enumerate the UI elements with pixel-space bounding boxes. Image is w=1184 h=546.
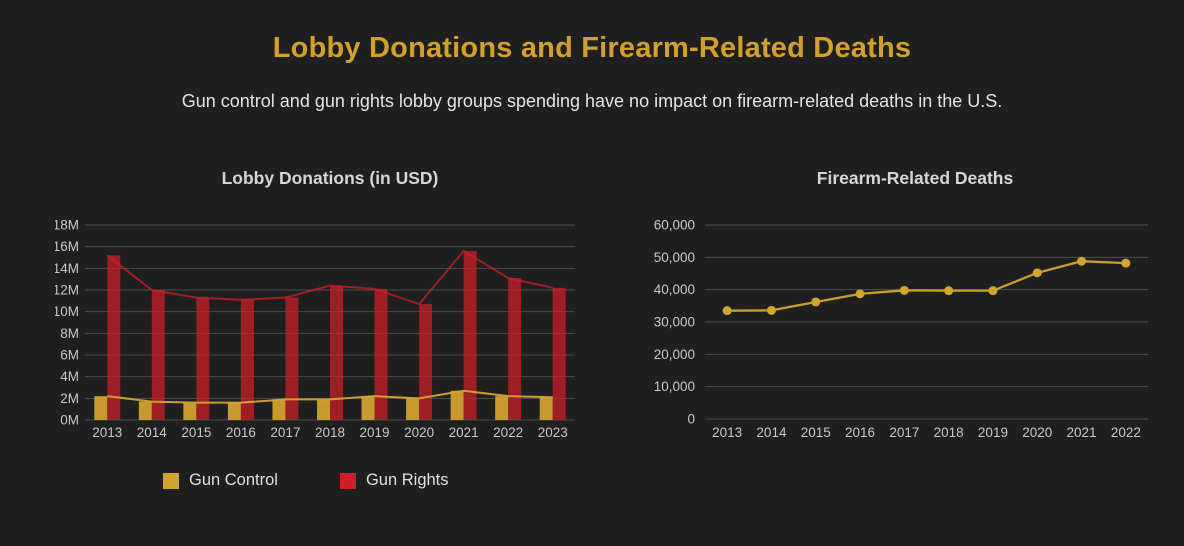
x-tick-label: 2015: [801, 425, 831, 440]
y-tick-label: 60,000: [654, 218, 695, 233]
gun-control-swatch: [163, 472, 179, 489]
gun-rights-bar-2022: [508, 278, 522, 420]
x-tick-label: 2015: [181, 425, 211, 440]
y-tick-label: 10,000: [654, 379, 695, 394]
y-tick-label: 40,000: [654, 282, 695, 297]
y-tick-label: 18M: [55, 218, 79, 233]
x-tick-label: 2018: [934, 425, 964, 440]
page-subtitle: Gun control and gun rights lobby groups …: [181, 91, 1003, 111]
gun-rights-bar-2019: [374, 288, 388, 420]
y-tick-label: 2M: [60, 391, 79, 406]
legend-item-gun-control: Gun Control: [163, 471, 278, 490]
x-tick-label: 2019: [360, 425, 390, 440]
x-tick-label: 2022: [1111, 425, 1141, 440]
x-tick-label: 2018: [315, 425, 345, 440]
y-tick-label: 4M: [60, 369, 79, 384]
gun-rights-trend-line: [106, 249, 553, 306]
deaths-point-2017: [899, 285, 909, 295]
donations-chart-section: Lobby Donations (in USD) 18M 16M 14M 12M 10M…: [55, 168, 585, 490]
y-tick-label: 50,000: [654, 250, 695, 265]
gun-control-bar-2023: [539, 397, 553, 420]
gun-rights-bar-2017: [285, 297, 299, 420]
gun-control-bar-2015: [183, 402, 197, 420]
deaths-point-2013: [722, 306, 732, 316]
deaths-chart-title: Firearm-Related Deaths: [816, 168, 1014, 188]
deaths-point-2020: [1032, 268, 1042, 278]
gun-control-bar-2021: [450, 390, 464, 420]
gun-rights-bar-2020: [419, 304, 433, 420]
y-tick-label: 0M: [60, 413, 79, 428]
y-tick-label: 20,000: [654, 347, 695, 362]
gun-control-bar-2013: [94, 396, 108, 420]
deaths-point-2015: [811, 297, 821, 307]
x-tick-label: 2019: [978, 425, 1008, 440]
y-tick-label: 8M: [60, 326, 79, 341]
gun-control-bar-2014: [138, 401, 152, 420]
deaths-point-2022: [1121, 258, 1131, 268]
gun-rights-bar-2021: [463, 251, 477, 420]
x-tick-label: 2017: [889, 425, 919, 440]
x-tick-label: 2013: [712, 425, 742, 440]
gun-control-trend-line: [107, 389, 553, 404]
deaths-point-2014: [766, 305, 776, 315]
gun-control-bar-2016: [227, 402, 241, 420]
gun-rights-bar-2016: [240, 299, 254, 420]
gun-control-bar-2020: [406, 398, 420, 420]
page-title: Lobby Donations and Firearm-Related Deat…: [272, 32, 912, 64]
y-tick-label: 6M: [60, 348, 79, 363]
y-tick-label: 14M: [55, 261, 79, 276]
x-tick-label: 2023: [538, 425, 568, 440]
donations-bar-chart: 18M 16M 14M 12M 10M 8M 6M 4M 2M 0M 2013 2014 2015 201…: [55, 218, 575, 440]
y-tick-label: 12M: [55, 283, 79, 298]
donations-chart-title: Lobby Donations (in USD): [221, 168, 439, 188]
gun-control-bar-2017: [272, 399, 286, 420]
deaths-line: [727, 260, 1126, 312]
deaths-point-2016: [855, 289, 865, 299]
x-tick-label: 2014: [137, 425, 168, 440]
gun-control-legend-label: Gun Control: [189, 471, 278, 489]
gun-rights-bar-2023: [552, 287, 566, 420]
gun-control-bar-2019: [361, 396, 375, 420]
gun-rights-bar-2018: [330, 285, 343, 420]
deaths-line-chart: 60,000 50,000 40,000 30,000 20,000 10,000 0 201…: [654, 218, 1148, 440]
y-tick-label: 16M: [55, 239, 79, 254]
legend-item-gun-rights: Gun Rights: [339, 471, 449, 490]
x-tick-label: 2020: [404, 425, 434, 440]
gun-rights-bar-2013: [107, 255, 121, 420]
deaths-point-2019: [988, 286, 998, 296]
y-tick-label: 30,000: [654, 315, 695, 330]
gun-rights-legend-label: Gun Rights: [365, 471, 449, 489]
donations-legend: Gun Control Gun Rights: [55, 471, 585, 490]
gun-rights-bar-2015: [196, 297, 210, 420]
x-tick-label: 2021: [449, 425, 479, 440]
x-tick-label: 2021: [1067, 425, 1097, 440]
deaths-point-2018: [944, 286, 954, 296]
x-tick-label: 2016: [226, 425, 256, 440]
x-tick-label: 2017: [270, 425, 300, 440]
gun-rights-bar-2014: [151, 290, 165, 420]
x-tick-label: 2022: [493, 425, 523, 440]
x-tick-label: 2016: [845, 425, 875, 440]
y-tick-label: 10M: [55, 304, 79, 319]
deaths-chart-section: Firearm-Related Deaths 60,000 50,000 40,00…: [620, 168, 1165, 445]
gun-rights-swatch: [339, 472, 356, 489]
x-tick-label: 2020: [1022, 425, 1052, 440]
x-tick-label: 2013: [92, 425, 122, 440]
deaths-point-2021: [1077, 256, 1087, 266]
gun-control-bar-2018: [317, 399, 330, 420]
x-tick-label: 2014: [756, 425, 787, 440]
gun-control-bar-2022: [495, 396, 509, 420]
y-tick-label: 0: [687, 412, 695, 427]
